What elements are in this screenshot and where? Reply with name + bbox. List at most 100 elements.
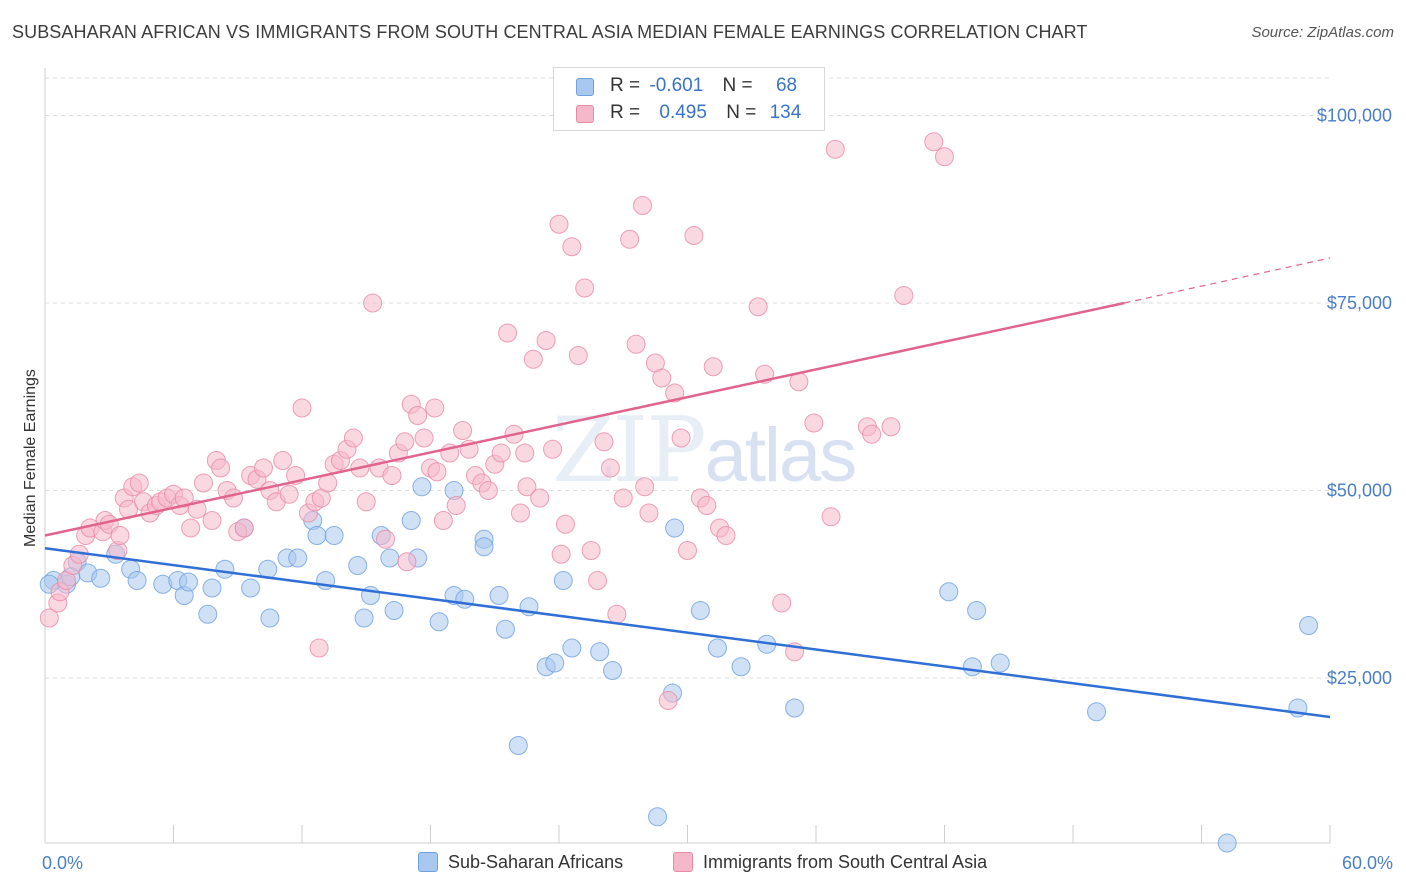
- data-point-subsaharan: [324, 526, 344, 545]
- watermark-atlas: atlas: [704, 413, 858, 498]
- data-point-south-central-asia: [253, 458, 273, 478]
- data-point-subsaharan: [178, 572, 198, 592]
- data-point-subsaharan: [665, 518, 685, 538]
- data-point-south-central-asia: [174, 488, 194, 508]
- data-point-south-central-asia: [772, 593, 792, 613]
- n-value: 134: [769, 102, 802, 123]
- data-point-subsaharan: [198, 604, 218, 624]
- data-point-south-central-asia: [363, 293, 383, 313]
- data-point-subsaharan: [967, 601, 987, 620]
- data-point-subsaharan: [590, 642, 610, 662]
- data-point-south-central-asia: [924, 132, 944, 152]
- data-point-south-central-asia: [211, 458, 231, 478]
- data-point-south-central-asia: [652, 368, 672, 388]
- data-point-south-central-asia: [446, 496, 466, 515]
- r-value: -0.601: [649, 75, 704, 96]
- n-value: 68: [775, 75, 798, 96]
- y-tick-label: $100,000: [1317, 106, 1392, 126]
- tick-labels: $25,000 $50,000 $75,000 $100,000 0.0% 60.0%: [42, 106, 1393, 874]
- data-point-subsaharan: [1299, 616, 1319, 635]
- r-label: R =: [610, 102, 641, 123]
- data-point-subsaharan: [690, 601, 710, 620]
- x-tick-label: 60.0%: [1342, 853, 1393, 873]
- data-point-south-central-asia: [129, 473, 149, 493]
- n-label: N =: [722, 75, 753, 96]
- data-point-south-central-asia: [202, 511, 222, 530]
- data-point-south-central-asia: [881, 417, 901, 437]
- data-point-subsaharan: [307, 526, 327, 545]
- data-point-south-central-asia: [588, 571, 608, 590]
- data-point-south-central-asia: [635, 477, 655, 497]
- data-point-south-central-asia: [568, 346, 588, 365]
- data-point-subsaharan: [990, 653, 1010, 673]
- data-points: [39, 132, 1319, 853]
- data-point-subsaharan: [545, 653, 565, 673]
- data-point-south-central-asia: [935, 147, 954, 167]
- source-credit: Source: ZipAtlas.com: [1251, 24, 1394, 41]
- data-point-south-central-asia: [279, 484, 299, 504]
- data-point-subsaharan: [241, 578, 261, 598]
- trend-line-subsaharan: [44, 547, 1331, 719]
- data-point-south-central-asia: [427, 462, 447, 482]
- data-point-south-central-asia: [862, 424, 882, 444]
- data-point-subsaharan: [354, 608, 374, 628]
- data-point-south-central-asia: [894, 286, 914, 305]
- series-name: Immigrants from South Central Asia: [703, 852, 988, 872]
- data-point-subsaharan: [489, 586, 509, 605]
- data-point-south-central-asia: [110, 526, 130, 545]
- data-point-south-central-asia: [633, 196, 653, 215]
- data-point-subsaharan: [1217, 833, 1237, 853]
- data-point-south-central-asia: [678, 541, 697, 560]
- data-point-subsaharan: [962, 657, 982, 677]
- data-point-south-central-asia: [665, 383, 685, 403]
- axes: [44, 68, 1331, 844]
- data-point-subsaharan: [91, 568, 111, 588]
- data-point-south-central-asia: [555, 514, 575, 534]
- n-label: N =: [726, 102, 757, 123]
- data-point-south-central-asia: [234, 518, 254, 538]
- data-point-south-central-asia: [671, 428, 691, 448]
- data-point-south-central-asia: [517, 477, 537, 497]
- data-point-south-central-asia: [397, 552, 417, 572]
- data-point-south-central-asia: [343, 428, 363, 448]
- data-point-south-central-asia: [433, 511, 453, 530]
- data-point-south-central-asia: [523, 349, 543, 369]
- y-axis-label: Median Female Earnings: [22, 369, 39, 547]
- data-point-south-central-asia: [491, 443, 511, 463]
- data-point-south-central-asia: [414, 428, 434, 448]
- data-point-south-central-asia: [821, 507, 841, 527]
- data-point-south-central-asia: [223, 488, 243, 508]
- data-point-south-central-asia: [620, 229, 640, 249]
- data-point-south-central-asia: [453, 421, 473, 440]
- data-point-subsaharan: [1087, 702, 1107, 722]
- series-name: Sub-Saharan Africans: [448, 852, 624, 872]
- y-tick-label: $75,000: [1327, 293, 1392, 313]
- trend-line-south-central-asia: [44, 301, 1125, 537]
- data-point-subsaharan: [260, 608, 280, 628]
- data-point-south-central-asia: [536, 331, 556, 350]
- data-point-south-central-asia: [825, 139, 845, 159]
- data-point-south-central-asia: [408, 406, 428, 425]
- r-label: R =: [610, 75, 641, 96]
- data-point-south-central-asia: [639, 503, 659, 523]
- legend-swatch-pink: [576, 105, 594, 123]
- y-tick-label: $50,000: [1327, 481, 1392, 501]
- data-point-subsaharan: [455, 589, 475, 609]
- data-point-subsaharan: [288, 548, 308, 568]
- data-point-subsaharan: [508, 736, 528, 755]
- data-point-subsaharan: [127, 571, 147, 590]
- x-tick-label: 0.0%: [42, 853, 83, 873]
- series-legend-south-central-asia: Immigrants from South Central Asia: [673, 852, 987, 873]
- trend-line-extension: [1124, 257, 1331, 304]
- data-point-south-central-asia: [193, 473, 213, 493]
- data-point-subsaharan: [202, 578, 222, 598]
- data-point-south-central-asia: [292, 398, 312, 418]
- data-point-subsaharan: [562, 638, 582, 658]
- data-point-subsaharan: [495, 619, 515, 639]
- data-point-south-central-asia: [376, 529, 396, 549]
- series-legend-subsaharan: Sub-Saharan Africans: [418, 852, 623, 873]
- data-point-south-central-asia: [748, 297, 768, 317]
- data-point-south-central-asia: [273, 451, 293, 470]
- data-point-subsaharan: [648, 807, 668, 827]
- data-point-subsaharan: [785, 698, 805, 718]
